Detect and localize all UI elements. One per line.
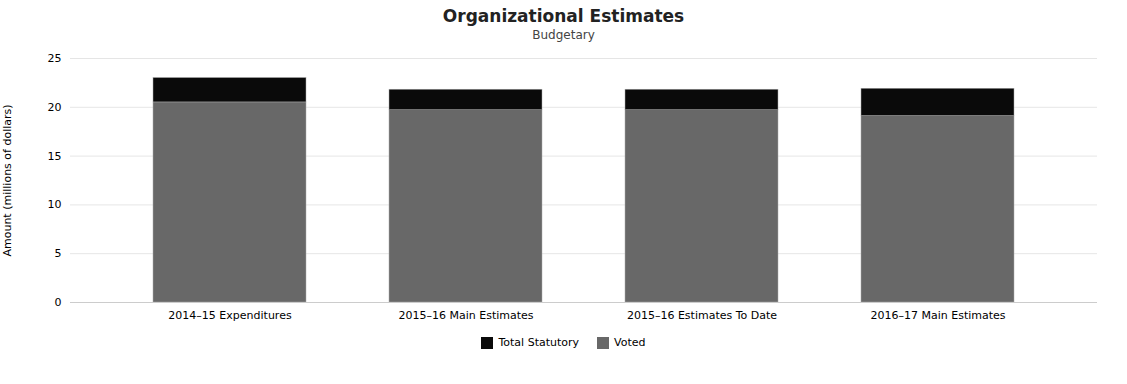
svg-text:2014–15 Expenditures: 2014–15 Expenditures xyxy=(168,309,292,322)
html-text:Budgetary: Budgetary xyxy=(532,28,595,42)
svg-text:15: 15 xyxy=(48,150,62,163)
svg-text:0: 0 xyxy=(55,296,62,309)
svg-text:2015–16 Estimates To Date: 2015–16 Estimates To Date xyxy=(627,309,777,322)
svg-text:2016–17 Main Estimates: 2016–17 Main Estimates xyxy=(870,309,1005,322)
html-text:Voted: Voted xyxy=(614,336,646,349)
html-text:Organizational Estimates: Organizational Estimates xyxy=(442,6,685,26)
svg-text:2015–16 Main Estimates: 2015–16 Main Estimates xyxy=(398,309,533,322)
html-text:Total Statutory: Total Statutory xyxy=(498,336,580,349)
svg-text:5: 5 xyxy=(55,247,62,260)
svg-text:Amount (millions of dollars): Amount (millions of dollars) xyxy=(1,104,14,256)
svg-text:20: 20 xyxy=(48,101,62,114)
svg-text:25: 25 xyxy=(48,52,62,65)
svg-text:10: 10 xyxy=(48,198,62,211)
